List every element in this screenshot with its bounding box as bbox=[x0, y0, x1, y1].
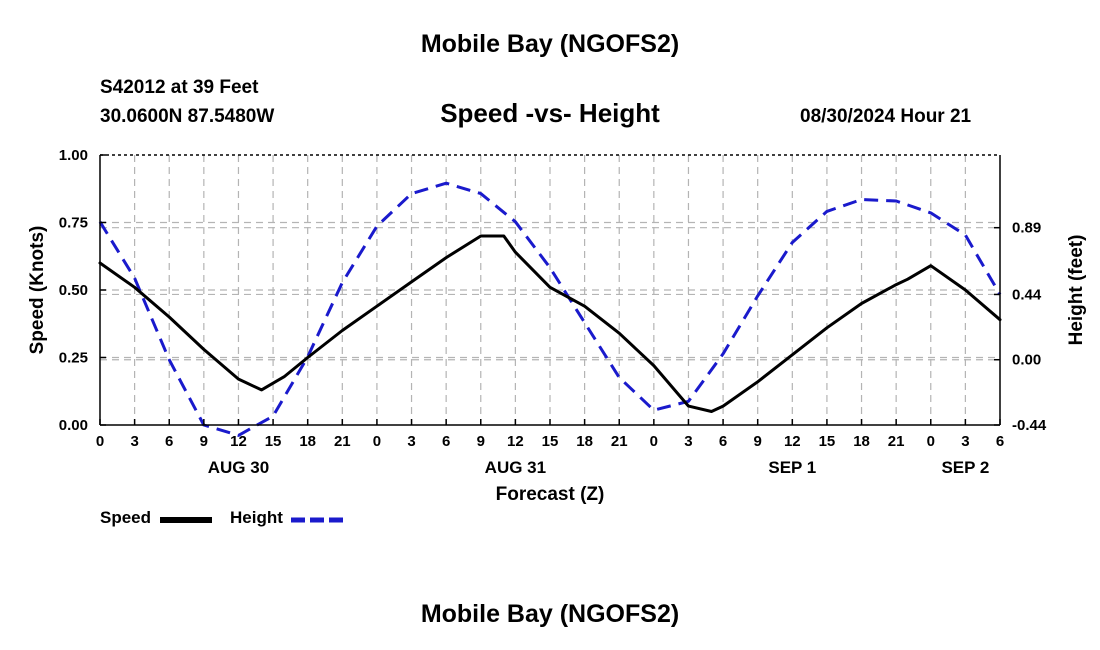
x-tick-label: 3 bbox=[684, 433, 692, 450]
forecast-datetime: 08/30/2024 Hour 21 bbox=[800, 106, 972, 127]
y-tick-label: 1.00 bbox=[59, 147, 88, 164]
x-tick-label: 12 bbox=[230, 433, 247, 450]
x-tick-label: 0 bbox=[927, 433, 935, 450]
x-tick-label: 12 bbox=[784, 433, 801, 450]
x-tick-label: 15 bbox=[265, 433, 282, 450]
x-tick-label: 9 bbox=[200, 433, 208, 450]
x-tick-label: 3 bbox=[130, 433, 138, 450]
x-tick-label: 3 bbox=[407, 433, 415, 450]
x-tick-label: 15 bbox=[819, 433, 836, 450]
x-tick-label: 0 bbox=[650, 433, 658, 450]
x-tick-label: 0 bbox=[373, 433, 381, 450]
speed-series-line bbox=[98, 234, 1002, 413]
x-tick-label: 6 bbox=[442, 433, 450, 450]
x-tick-label: 6 bbox=[165, 433, 173, 450]
x-tick-label: 6 bbox=[719, 433, 727, 450]
y-axis-title: Speed (Knots) bbox=[27, 226, 48, 355]
x-tick-label: 21 bbox=[611, 433, 628, 450]
chart-title: Mobile Bay (NGOFS2) bbox=[420, 30, 680, 58]
x-tick-label: 21 bbox=[888, 433, 905, 450]
y-tick-label: 0.00 bbox=[59, 417, 88, 434]
height-series-line bbox=[98, 181, 1002, 437]
x-tick-label: 12 bbox=[507, 433, 524, 450]
x-tick-label: 18 bbox=[576, 433, 593, 450]
x-tick-label: 18 bbox=[853, 433, 870, 450]
y2-axis-title: Height (feet) bbox=[1066, 235, 1087, 346]
y2-tick-label: 0.89 bbox=[1012, 220, 1041, 237]
legend-height-label: Height bbox=[230, 508, 283, 527]
y2-tick-label: -0.44 bbox=[1012, 417, 1047, 434]
x-tick-label: 6 bbox=[996, 433, 1004, 450]
legend-speed-label: Speed bbox=[100, 508, 152, 527]
x-tick-label: 18 bbox=[299, 433, 316, 450]
x-tick-label: 9 bbox=[477, 433, 485, 450]
x-tick-label: 15 bbox=[542, 433, 559, 450]
x-tick-label: 3 bbox=[961, 433, 969, 450]
y-tick-label: 0.25 bbox=[59, 350, 88, 367]
station-label: S42012 at 39 Feet bbox=[100, 77, 259, 98]
station-coordinates: 30.0600N 87.5480W bbox=[100, 106, 275, 127]
x-day-label: SEP 2 bbox=[941, 458, 989, 477]
y2-tick-label: 0.44 bbox=[1012, 286, 1042, 303]
y-tick-label: 0.50 bbox=[59, 282, 88, 299]
x-tick-label: 9 bbox=[754, 433, 762, 450]
footer-title: Mobile Bay (NGOFS2) bbox=[420, 600, 680, 628]
x-tick-label: 21 bbox=[334, 433, 351, 450]
x-day-label: AUG 31 bbox=[485, 458, 546, 477]
x-tick-label: 0 bbox=[96, 433, 104, 450]
x-day-label: AUG 30 bbox=[208, 458, 269, 477]
chart-subtitle: Speed -vs- Height bbox=[440, 98, 660, 128]
x-axis-title: Forecast (Z) bbox=[496, 484, 605, 505]
y-tick-label: 0.75 bbox=[59, 215, 88, 232]
x-day-label: SEP 1 bbox=[768, 458, 816, 477]
y2-tick-label: 0.00 bbox=[1012, 352, 1041, 369]
